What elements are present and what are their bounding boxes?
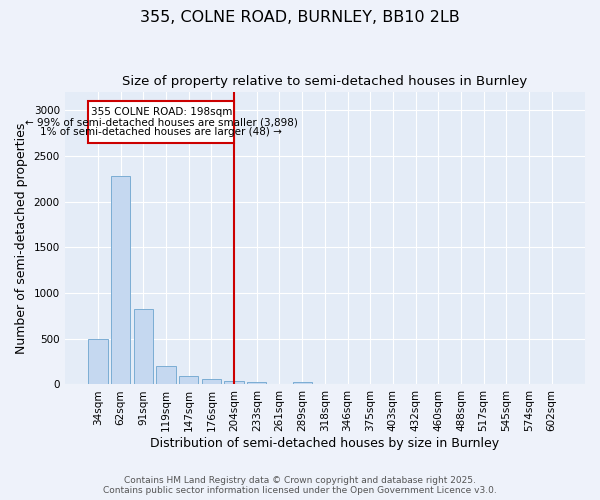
- Bar: [179, 376, 199, 384]
- Bar: [224, 382, 244, 384]
- Bar: [88, 339, 107, 384]
- Bar: [157, 366, 176, 384]
- Text: 355, COLNE ROAD, BURNLEY, BB10 2LB: 355, COLNE ROAD, BURNLEY, BB10 2LB: [140, 10, 460, 25]
- Text: ← 99% of semi-detached houses are smaller (3,898): ← 99% of semi-detached houses are smalle…: [25, 117, 298, 127]
- FancyBboxPatch shape: [88, 101, 234, 143]
- Bar: [111, 176, 130, 384]
- Bar: [202, 380, 221, 384]
- Title: Size of property relative to semi-detached houses in Burnley: Size of property relative to semi-detach…: [122, 75, 527, 88]
- Y-axis label: Number of semi-detached properties: Number of semi-detached properties: [15, 122, 28, 354]
- Bar: [293, 382, 312, 384]
- Text: 1% of semi-detached houses are larger (48) →: 1% of semi-detached houses are larger (4…: [40, 128, 282, 138]
- X-axis label: Distribution of semi-detached houses by size in Burnley: Distribution of semi-detached houses by …: [150, 437, 499, 450]
- Bar: [247, 382, 266, 384]
- Bar: [134, 308, 153, 384]
- Text: Contains HM Land Registry data © Crown copyright and database right 2025.
Contai: Contains HM Land Registry data © Crown c…: [103, 476, 497, 495]
- Text: 355 COLNE ROAD: 198sqm: 355 COLNE ROAD: 198sqm: [91, 107, 232, 117]
